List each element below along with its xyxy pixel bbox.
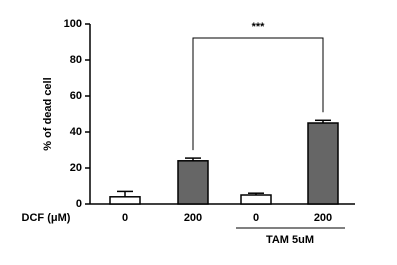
y-tick-label: 100 — [64, 18, 82, 30]
x-tick-label: 200 — [314, 212, 332, 224]
group-label: TAM 5uM — [266, 234, 314, 246]
y-tick-label: 40 — [70, 126, 82, 138]
significance-bracket — [192, 37, 324, 151]
y-tick-label: 80 — [70, 54, 82, 66]
y-tick-label: 20 — [70, 162, 82, 174]
x-axis-title: DCF (μM) — [22, 212, 71, 224]
bar — [109, 196, 141, 205]
x-tick-label: 0 — [253, 212, 259, 224]
x-tick-label: 200 — [184, 212, 202, 224]
y-tick-label: 0 — [76, 198, 82, 210]
bar — [240, 194, 272, 205]
bar — [177, 160, 209, 205]
significance-label: *** — [252, 21, 266, 33]
bar — [307, 122, 339, 205]
y-axis-title: % of dead cell — [42, 77, 54, 150]
x-tick-label: 0 — [122, 212, 128, 224]
y-tick-label: 60 — [70, 90, 82, 102]
